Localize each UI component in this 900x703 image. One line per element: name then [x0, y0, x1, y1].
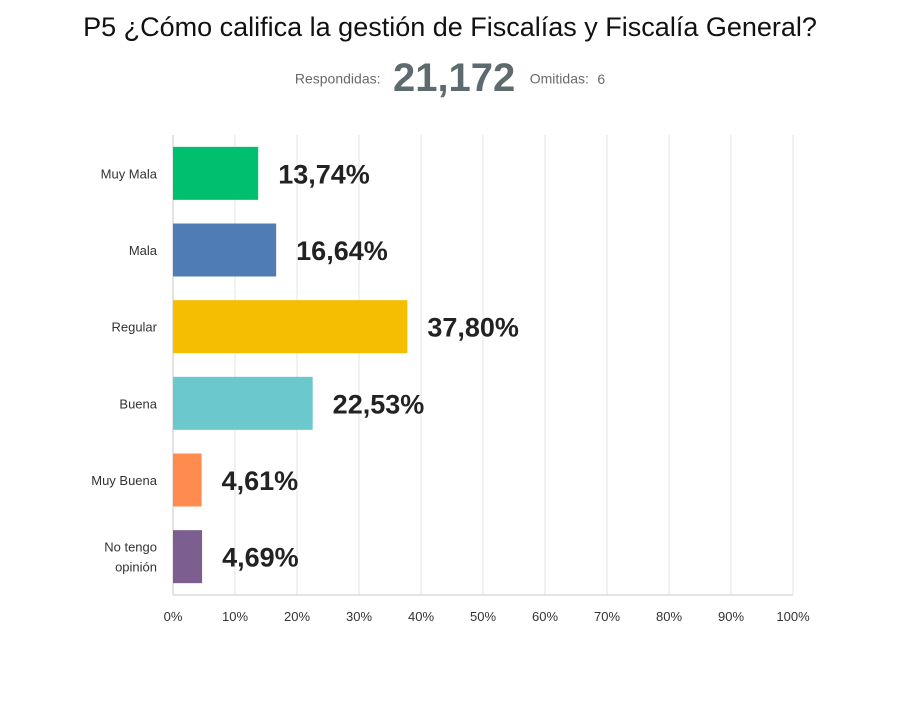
- bar-3: [173, 376, 313, 430]
- value-label: 22,53%: [333, 389, 425, 419]
- bar-0: [173, 146, 259, 200]
- bar-1: [173, 223, 277, 277]
- category-label: Muy Mala: [101, 166, 158, 181]
- category-label: Mala: [129, 243, 158, 258]
- bar-2: [173, 300, 408, 354]
- value-label: 16,64%: [296, 236, 388, 266]
- chart-title: P5 ¿Cómo califica la gestión de Fiscalía…: [83, 12, 817, 42]
- category-label: Muy Buena: [91, 473, 158, 488]
- x-tick-label: 20%: [284, 609, 310, 624]
- x-tick-label: 50%: [470, 609, 496, 624]
- x-tick-label: 90%: [718, 609, 744, 624]
- bar-5: [173, 530, 203, 584]
- x-tick-label: 40%: [408, 609, 434, 624]
- x-tick-label: 0%: [164, 609, 183, 624]
- value-label: 37,80%: [427, 313, 519, 343]
- value-label: 13,74%: [278, 159, 370, 189]
- category-label: Buena: [119, 396, 157, 411]
- x-tick-label: 70%: [594, 609, 620, 624]
- skipped-count: 6: [597, 70, 606, 87]
- x-tick-label: 100%: [776, 609, 810, 624]
- x-tick-label: 60%: [532, 609, 558, 624]
- value-label: 4,69%: [222, 543, 299, 573]
- category-label: Regular: [111, 320, 157, 335]
- answered-label: Respondidas:: [294, 70, 381, 87]
- bar-4: [173, 453, 202, 507]
- x-tick-label: 80%: [656, 609, 682, 624]
- x-tick-label: 30%: [346, 609, 372, 624]
- x-tick-label: 10%: [222, 609, 248, 624]
- answered-count: 21,172: [392, 56, 516, 100]
- value-label: 4,61%: [222, 466, 299, 496]
- response-stats: Respondidas: 21,172 Omitidas: 6: [0, 56, 900, 101]
- skipped-label: Omitidas:: [529, 70, 589, 87]
- category-label: No tengo opinión: [104, 540, 157, 575]
